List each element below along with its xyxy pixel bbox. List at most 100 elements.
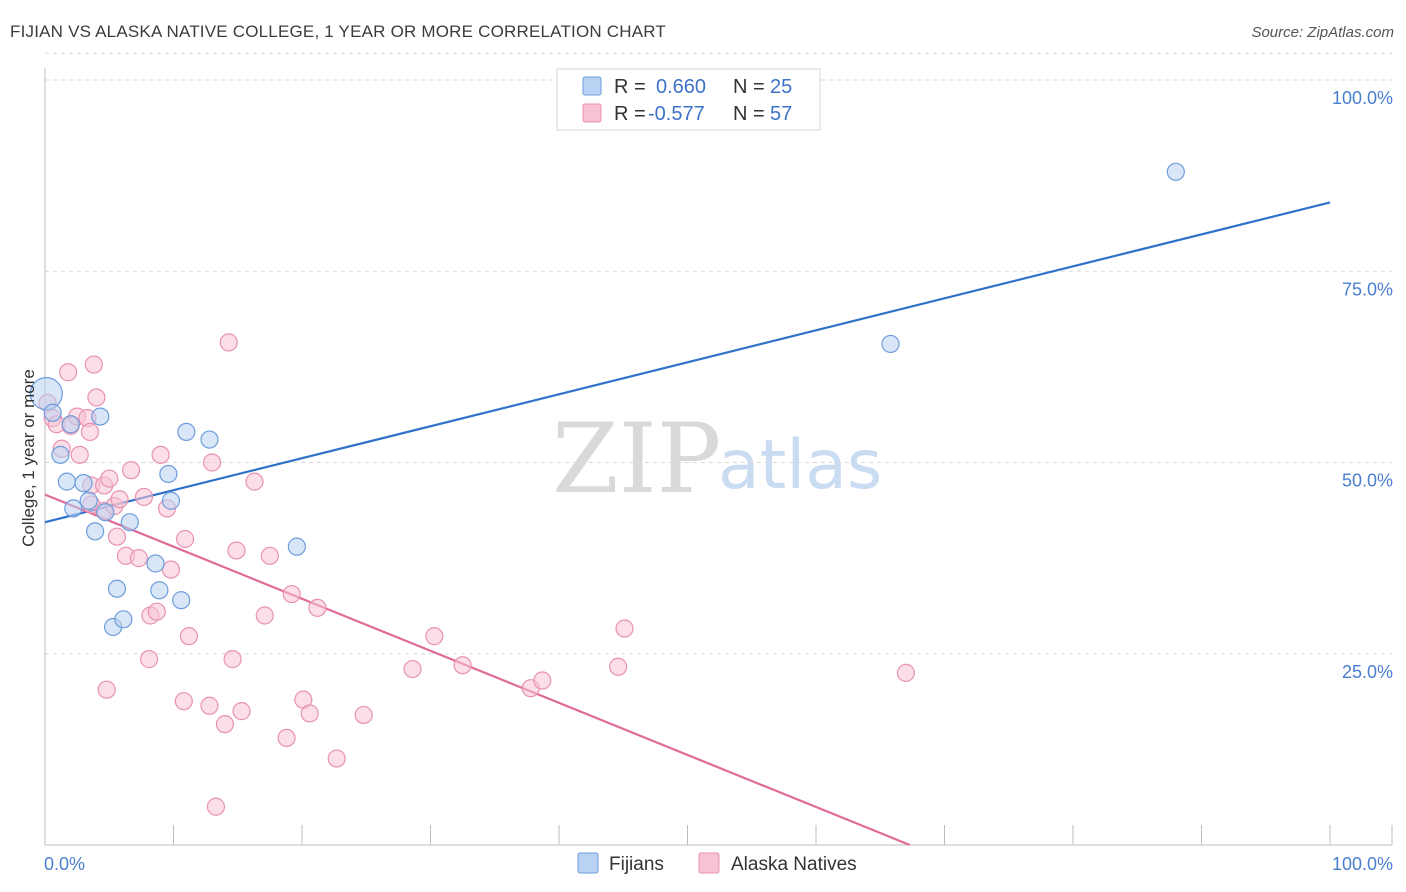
- point-alaska-natives: [206, 797, 226, 816]
- source-note: Source: ZipAtlas.com: [1251, 24, 1394, 41]
- legend-r-value-alaska-natives: -0.577: [648, 103, 705, 125]
- point-alaska-natives: [147, 602, 166, 621]
- point-fijians: [107, 579, 127, 598]
- y-tick-label: 100.0%: [1332, 88, 1393, 108]
- point-alaska-natives: [227, 541, 246, 560]
- legend-r-label-alaska-natives: R =: [614, 103, 646, 125]
- point-fijians: [177, 422, 196, 441]
- point-alaska-natives: [139, 650, 159, 669]
- point-fijians: [51, 445, 70, 464]
- axes: 25.0% 50.0% 75.0% 100.0%: [44, 68, 1393, 846]
- point-alaska-natives: [896, 663, 916, 682]
- correlation-legend: R = 0.660 N = 25 R = -0.577 N = 57: [556, 68, 821, 131]
- point-fijians: [881, 334, 900, 354]
- legend-n-label-alaska-natives: N =: [733, 103, 765, 125]
- point-alaska-natives: [87, 388, 106, 407]
- point-fijians: [159, 464, 178, 484]
- watermark-atlas: atlas: [718, 426, 882, 505]
- point-alaska-natives: [308, 598, 327, 617]
- point-alaska-natives: [232, 702, 251, 721]
- point-fijians: [172, 591, 191, 610]
- point-alaska-natives: [327, 749, 346, 768]
- point-fijians: [64, 499, 83, 518]
- point-fijians: [43, 403, 62, 422]
- point-alaska-natives: [223, 650, 242, 669]
- point-fijians: [79, 491, 98, 510]
- point-alaska-natives: [245, 472, 264, 491]
- point-alaska-natives: [215, 715, 234, 734]
- x-tick-label-max: 100.0%: [1332, 854, 1393, 874]
- legend-r-label-fijians: R =: [614, 76, 646, 98]
- point-alaska-natives: [100, 469, 119, 488]
- point-fijians: [287, 537, 306, 556]
- point-fijians: [150, 581, 169, 600]
- legend-n-value-alaska-natives: 57: [770, 103, 792, 125]
- series-legend: Fijians Alaska Natives: [577, 852, 857, 875]
- point-alaska-natives: [107, 527, 127, 546]
- point-alaska-natives: [277, 728, 296, 748]
- trend-line-alaska-natives: [44, 493, 911, 847]
- legend-r-value-fijians: 0.660: [656, 76, 706, 98]
- point-alaska-natives: [260, 546, 279, 565]
- legend-swatch-fijians: [582, 76, 602, 96]
- point-alaska-natives: [134, 487, 154, 507]
- point-fijians: [120, 513, 139, 532]
- legend-swatch-alaska-natives: [582, 103, 602, 123]
- point-fijians: [200, 430, 219, 449]
- point-alaska-natives: [200, 696, 219, 715]
- series-legend-label-fijians: Fijians: [609, 854, 664, 875]
- trend-line-fijians: [44, 201, 1331, 524]
- point-alaska-natives: [282, 584, 301, 604]
- point-alaska-natives: [84, 355, 103, 374]
- point-fijians: [57, 472, 76, 491]
- point-alaska-natives: [615, 619, 634, 638]
- point-alaska-natives: [533, 671, 552, 690]
- point-alaska-natives: [161, 560, 181, 579]
- point-fijians: [114, 610, 133, 629]
- point-alaska-natives: [97, 680, 116, 699]
- point-fijians: [1166, 162, 1185, 181]
- point-alaska-natives: [425, 627, 444, 646]
- point-alaska-natives: [354, 705, 373, 725]
- point-alaska-natives: [129, 549, 148, 568]
- point-alaska-natives: [175, 529, 195, 549]
- point-fijians: [96, 503, 115, 522]
- x-tick-label-min: 0.0%: [44, 854, 85, 874]
- point-alaska-natives: [59, 363, 78, 382]
- series-legend-label-alaska-natives: Alaska Natives: [731, 854, 857, 875]
- point-alaska-natives: [219, 333, 238, 352]
- y-tick-label: 75.0%: [1342, 279, 1393, 299]
- legend-n-label-fijians: N =: [733, 76, 765, 98]
- data-points: [29, 162, 1185, 816]
- point-alaska-natives: [609, 657, 628, 676]
- point-alaska-natives: [151, 445, 170, 464]
- point-alaska-natives: [300, 704, 319, 723]
- trend-lines: [44, 201, 1331, 847]
- point-alaska-natives: [202, 453, 222, 472]
- point-fijians: [61, 415, 80, 434]
- chart-title: FIJIAN VS ALASKA NATIVE COLLEGE, 1 YEAR …: [10, 22, 667, 41]
- gridlines: [45, 52, 1392, 655]
- y-axis-label: College, 1 year or more: [19, 369, 38, 547]
- point-fijians: [86, 522, 105, 541]
- point-fijians: [146, 554, 165, 573]
- series-legend-swatch-fijians: [577, 852, 599, 874]
- point-alaska-natives: [121, 461, 141, 480]
- series-legend-swatch-alaska-natives: [698, 852, 720, 874]
- point-alaska-natives: [453, 656, 472, 675]
- point-alaska-natives: [403, 659, 422, 679]
- point-fijians: [74, 474, 93, 493]
- y-tick-label: 50.0%: [1342, 471, 1393, 491]
- point-fijians: [91, 407, 110, 426]
- y-tick-label: 25.0%: [1342, 662, 1393, 682]
- point-fijians: [161, 491, 181, 510]
- point-alaska-natives: [174, 692, 193, 711]
- legend-n-value-fijians: 25: [770, 76, 792, 98]
- point-alaska-natives: [179, 627, 199, 646]
- point-alaska-natives: [255, 606, 274, 625]
- watermark-zip: ZIP: [552, 403, 721, 515]
- point-alaska-natives: [80, 422, 100, 441]
- point-alaska-natives: [110, 490, 129, 509]
- point-alaska-natives: [70, 445, 89, 464]
